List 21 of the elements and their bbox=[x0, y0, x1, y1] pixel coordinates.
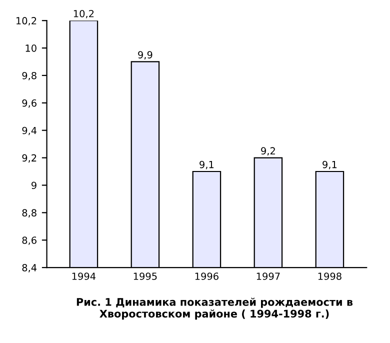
x-tick-label: 1994 bbox=[72, 272, 96, 280]
y-tick-label: 10 bbox=[26, 44, 36, 52]
data-label: 9,1 bbox=[322, 160, 337, 170]
data-label: 9,2 bbox=[261, 147, 275, 156]
y-tick-label: 9,4 bbox=[22, 126, 37, 136]
x-tick-label: 1995 bbox=[134, 272, 157, 280]
data-label: 9,9 bbox=[138, 51, 152, 60]
text: Рис. 1 Динамика показателей рождаемости в Хворостовском районе ( 1994-1998 г.) bbox=[76, 298, 353, 320]
data-label: 9,1 bbox=[200, 160, 214, 170]
y-tick-label: 9 bbox=[32, 182, 36, 190]
y-tick-label: 9,6 bbox=[22, 99, 36, 108]
x-tick-label: 1998 bbox=[318, 272, 342, 280]
data-label: 10,2 bbox=[74, 10, 94, 18]
x-tick-label: 1996 bbox=[195, 272, 218, 280]
y-tick-label: 8,4 bbox=[22, 264, 37, 272]
y-tick-label: 10,2 bbox=[16, 17, 36, 26]
y-tick-label: 8,8 bbox=[22, 209, 36, 218]
y-tick-label: 9,2 bbox=[22, 154, 36, 163]
y-tick-label: 9,8 bbox=[22, 72, 36, 80]
y-tick-label: 8,6 bbox=[22, 236, 36, 245]
x-tick-label: 1997 bbox=[256, 272, 280, 280]
